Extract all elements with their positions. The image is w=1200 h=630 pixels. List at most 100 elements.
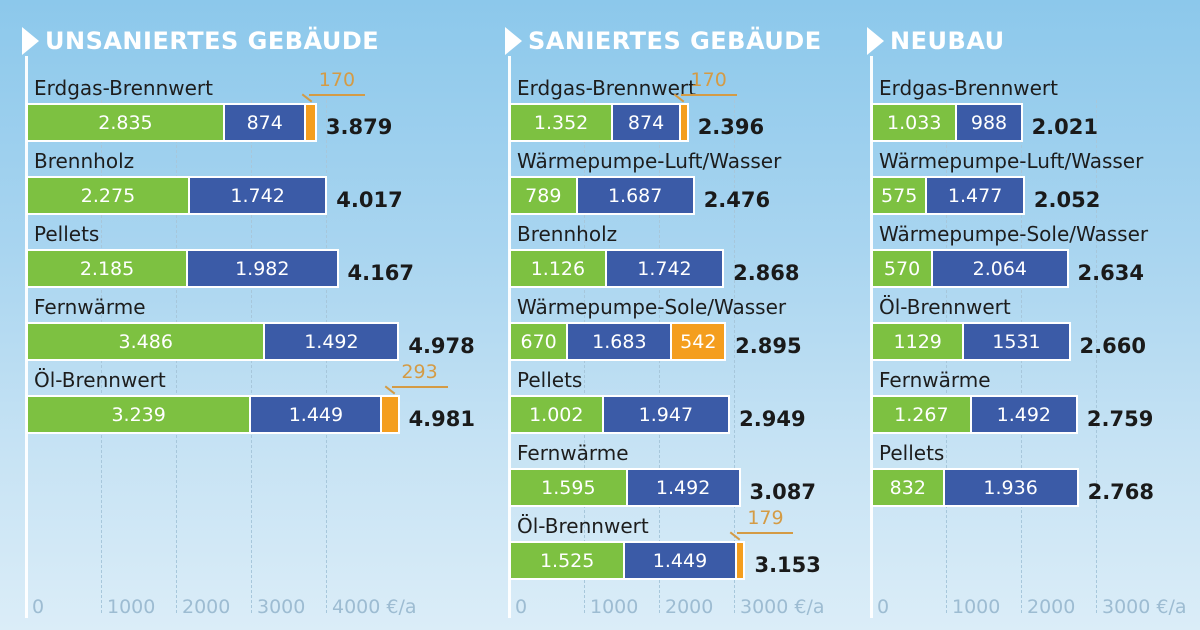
stacked-bar: 2.185 1.982 [26,249,339,288]
axis-tick-label: 3000 €/a [1102,596,1187,618]
total-value: 2.634 [1077,261,1144,285]
segment-value: 1.742 [637,257,692,280]
bar-segment-blue: 874 [222,105,305,140]
panel-title: UNSANIERTES GEBÄUDE [45,27,380,55]
bar-segment-orange [734,543,744,578]
segment-value: 1.683 [592,330,647,353]
bar-segment-blue: 1.492 [263,324,398,359]
total-value: 2.895 [735,334,802,358]
stacked-bar: 2.835 874 [26,103,317,142]
total-value: 2.052 [1033,188,1101,212]
callout-value: 170 [308,69,365,96]
total-value: 2.868 [733,261,800,285]
bar-segment-green: 832 [873,470,943,505]
stacked-bar: 1.126 1.742 [509,249,725,288]
bar-segment-blue: 1.947 [601,397,729,432]
segment-value: 1.449 [288,403,344,426]
segment-value: 1.033 [887,111,942,134]
category-label: Brennholz [517,222,618,246]
segment-value: 2.185 [79,257,135,280]
total-value: 2.476 [703,188,771,212]
bar-segment-blue: 1.683 [566,324,671,359]
bar-segment-blue: 2.064 [931,251,1067,286]
flag-triangle-icon [505,27,522,55]
segment-value: 575 [881,184,918,207]
bar-segment-green: 789 [511,178,576,213]
total-value: 2.396 [697,115,765,139]
category-label: Wärmepumpe-Sole/Wasser [879,222,1149,246]
bar-segment-blue: 874 [611,105,679,140]
category-label: Pellets [34,222,100,246]
segment-value: 2.064 [972,257,1028,280]
stacked-bar: 2.275 1.742 [26,176,328,215]
total-value: 4.167 [347,261,414,285]
segment-value: 1.492 [996,403,1052,426]
category-label: Fernwärme [517,441,629,465]
segment-value: 1.525 [539,549,595,572]
segment-value: 1.002 [529,403,584,426]
total-value: 2.021 [1031,115,1098,139]
axis-tick-label: 2000 [1027,596,1076,618]
axis-tick-label: 1000 [952,596,1001,618]
category-label: Fernwärme [879,368,991,392]
bar-segment-green: 2.835 [28,105,223,140]
stacked-bar: 1.002 1.947 [509,395,731,434]
segment-value: 1.449 [652,549,708,572]
bar-segment-orange: 542 [670,324,725,359]
bar-segment-green: 1.267 [873,397,970,432]
category-label: Erdgas-Brennwert [879,76,1058,100]
stacked-bar: 1.595 1.492 [509,468,741,507]
segment-value: 1.492 [655,476,711,499]
axis-tick-label: 2000 [665,596,714,618]
stacked-bar: 1.352 874 [509,103,689,142]
panel-unsaniertes-gebaeude: UNSANIERTES GEBÄUDE 0 1000 2000 3000 4000 €/… [22,0,492,630]
segment-value: 670 [520,330,557,353]
bar-segment-green: 2.275 [28,178,188,213]
segment-value: 3.486 [118,330,173,353]
bar-segment-blue: 1.687 [575,178,693,213]
axis-tick-label: 4000 €/a [332,596,417,618]
gridline [1096,100,1097,613]
bar-segment-blue: 1.492 [625,470,739,505]
axis-tick-label: 3000 €/a [740,596,825,618]
total-value: 4.981 [408,407,475,431]
total-value: 3.087 [749,480,816,504]
bar-segment-green: 575 [873,178,926,213]
total-value: 3.153 [754,553,821,577]
stacked-bar: 670 1.683 542 [509,322,727,361]
total-value: 2.759 [1086,407,1154,431]
flag-triangle-icon [22,27,39,55]
bar-segment-blue: 1.742 [188,178,326,213]
axis-tick-label: 0 [877,596,890,618]
stacked-bar: 3.239 1.449 [26,395,400,434]
panel-neubau: NEUBAU 0 1000 2000 3000 €/a Erdgas-Brennwert… [867,0,1200,630]
bar-segment-green: 570 [873,251,932,286]
bar-segment-green: 1.595 [511,470,626,505]
bar-segment-blue: 1531 [962,324,1069,359]
bar-segment-blue: 1.449 [249,397,381,432]
panel-saniertes-gebaeude: SANIERTES GEBÄUDE 0 1000 2000 3000 €/a Erdga… [505,0,857,630]
segment-value: 1.492 [304,330,359,353]
total-value: 2.768 [1087,480,1155,504]
flag-triangle-icon [867,27,884,55]
segment-value: 1.687 [607,184,663,207]
stacked-bar: 3.486 1.492 [26,322,400,361]
axis-tick-label: 0 [32,596,45,618]
segment-value: 1.595 [541,476,596,499]
segment-value: 832 [889,476,926,499]
segment-value: 1.126 [530,257,586,280]
panel-header: SANIERTES GEBÄUDE [505,27,822,55]
segment-value: 1.477 [947,184,1003,207]
bar-segment-green: 3.239 [28,397,250,432]
segment-value: 570 [883,257,921,280]
bar-segment-blue: 1.742 [604,251,723,286]
bar-segment-orange [678,105,687,140]
axis-tick-label: 0 [515,596,528,618]
bar-segment-blue: 1.982 [186,251,337,286]
stacked-bar: 789 1.687 [509,176,695,215]
bar-segment-green: 1.352 [511,105,612,140]
segment-value: 1129 [893,330,942,353]
callout-value: 293 [391,361,448,388]
stacked-bar: 1.525 1.449 [509,541,746,580]
